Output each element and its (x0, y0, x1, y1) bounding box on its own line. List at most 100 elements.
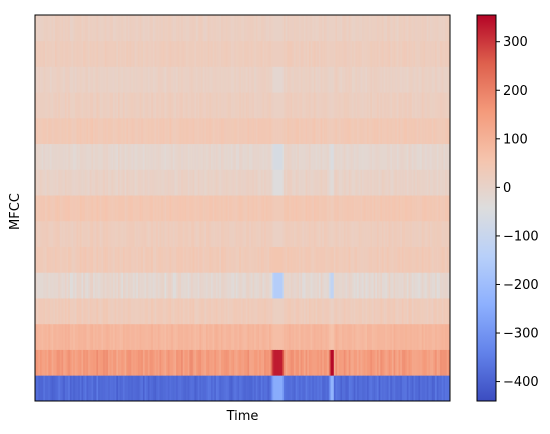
heatmap-cell (445, 349, 448, 376)
heatmap-cell (264, 143, 267, 170)
heatmap-cell (177, 220, 180, 247)
heatmap-cell (318, 349, 321, 376)
heatmap-cell (298, 195, 301, 222)
heatmap-cell (249, 272, 252, 299)
heatmap-cell (151, 169, 154, 196)
heatmap-cell (99, 375, 102, 402)
heatmap-cell (58, 272, 61, 299)
heatmap-cell (152, 117, 155, 145)
heatmap-cell (441, 220, 444, 247)
heatmap-cell (325, 220, 328, 247)
heatmap-cell (215, 375, 218, 402)
heatmap-cell (279, 66, 282, 93)
heatmap-cell (378, 349, 381, 376)
heatmap-cell (312, 195, 315, 222)
heatmap-cell (126, 298, 129, 325)
heatmap-cell (124, 92, 127, 119)
heatmap-cell (229, 15, 232, 42)
heatmap-cell (252, 92, 255, 119)
heatmap-cell (232, 117, 235, 145)
heatmap-cell (141, 323, 144, 350)
heatmap-cell (212, 272, 215, 299)
heatmap-cell (207, 117, 210, 145)
heatmap-cell (376, 375, 380, 402)
heatmap-cell (240, 15, 243, 42)
heatmap-cell (44, 272, 48, 299)
heatmap-cell (398, 66, 401, 93)
heatmap-cell (247, 272, 250, 299)
heatmap-cell (61, 349, 64, 376)
heatmap-cell (347, 15, 350, 42)
heatmap-cell (48, 272, 51, 299)
heatmap-cell (38, 143, 41, 170)
heatmap-cell (118, 195, 121, 222)
heatmap-cell (141, 220, 144, 247)
heatmap-cell (375, 323, 378, 350)
heatmap-cell (317, 298, 320, 325)
heatmap-cell (227, 15, 230, 42)
heatmap-cell (303, 375, 306, 402)
heatmap-cell (323, 220, 326, 247)
heatmap-cell (159, 169, 162, 196)
heatmap-cell (250, 169, 253, 196)
heatmap-cell (333, 143, 336, 170)
heatmap-cell (101, 323, 104, 350)
heatmap-cell (375, 195, 378, 222)
heatmap-cell (415, 195, 418, 222)
heatmap-cell (156, 195, 159, 222)
heatmap-cell (217, 40, 220, 67)
heatmap-cell (162, 220, 165, 247)
heatmap-cell (393, 66, 396, 93)
heatmap-cell (327, 220, 330, 247)
heatmap-cell (285, 195, 288, 222)
heatmap-cell (252, 272, 255, 299)
heatmap-cell (362, 66, 365, 93)
heatmap-cell (91, 92, 94, 119)
heatmap-cell (179, 143, 182, 170)
heatmap-cell (224, 323, 227, 350)
heatmap-cell (96, 143, 99, 170)
heatmap-cell (313, 66, 316, 93)
heatmap-cell (373, 220, 376, 247)
heatmap-cell (420, 143, 423, 170)
heatmap-cell (44, 220, 48, 247)
heatmap-cell (197, 323, 200, 350)
heatmap-cell (401, 246, 404, 273)
heatmap-cell (191, 143, 194, 170)
heatmap-cell (192, 195, 195, 222)
heatmap-cell (164, 220, 167, 247)
heatmap-cell (93, 92, 96, 119)
heatmap-cell (177, 117, 180, 145)
heatmap-cell (192, 117, 195, 145)
heatmap-cell (210, 195, 214, 222)
heatmap-cell (335, 272, 338, 299)
heatmap-cell (191, 169, 194, 196)
heatmap-cell (126, 40, 129, 67)
heatmap-cell (245, 220, 248, 247)
heatmap-cell (345, 246, 348, 273)
heatmap-cell (249, 323, 252, 350)
heatmap-cell (425, 246, 428, 273)
heatmap-cell (293, 220, 297, 247)
heatmap-cell (58, 246, 61, 273)
heatmap-cell (260, 169, 263, 196)
heatmap-cell (74, 92, 77, 119)
heatmap-cell (421, 66, 424, 93)
heatmap-cell (367, 15, 370, 42)
heatmap-cell (74, 117, 77, 145)
heatmap-cell (312, 272, 315, 299)
heatmap-cell (411, 246, 414, 273)
heatmap-cell (99, 323, 102, 350)
heatmap-cell (255, 195, 258, 222)
heatmap-cell (312, 40, 315, 67)
heatmap-cell (101, 169, 104, 196)
heatmap-cell (440, 298, 443, 325)
heatmap-cell (252, 220, 255, 247)
heatmap-cell (93, 66, 96, 93)
heatmap-cell (386, 246, 389, 273)
heatmap-cell (212, 40, 215, 67)
heatmap-cell (39, 323, 43, 350)
colorbar-tick-label: −100 (503, 229, 539, 244)
heatmap-cell (275, 272, 278, 299)
heatmap-cell (303, 272, 306, 299)
